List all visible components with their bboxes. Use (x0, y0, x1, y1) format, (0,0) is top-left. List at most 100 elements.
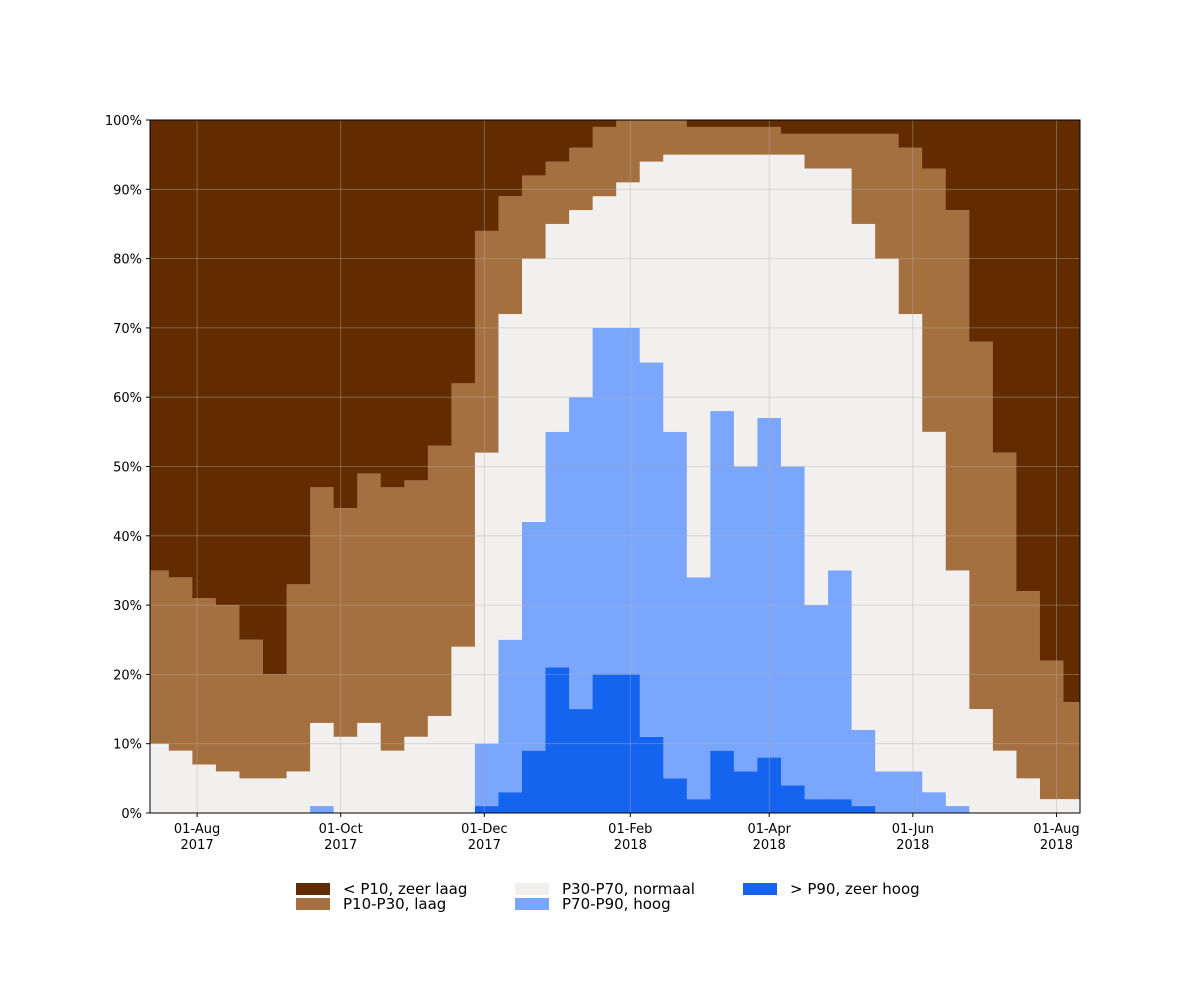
area-segment (150, 743, 170, 813)
area-segment (239, 639, 264, 779)
y-tick-label: 40% (113, 530, 142, 545)
area-segment (898, 314, 923, 772)
area-segment (451, 383, 476, 647)
area-segment (1016, 778, 1041, 813)
y-tick-label: 80% (113, 253, 142, 268)
area-segment (922, 168, 947, 432)
area-segment (474, 230, 499, 453)
y-tick-label: 0% (121, 807, 142, 822)
area-segment (310, 722, 335, 807)
area-segment (215, 771, 240, 813)
area-segment (1039, 120, 1065, 661)
area-segment (804, 133, 829, 169)
y-tick-label: 20% (113, 668, 142, 683)
area-segment (380, 120, 405, 488)
area-segment (663, 778, 688, 813)
area-segment (592, 120, 617, 127)
y-tick-label: 60% (113, 391, 142, 406)
area-segment (710, 126, 735, 155)
area-segment (639, 362, 664, 737)
area-segment (192, 598, 217, 765)
area-segment (451, 120, 476, 384)
area-segment (545, 431, 570, 668)
y-tick-label: 10% (113, 738, 142, 753)
area-segment (474, 452, 499, 744)
area-segment (616, 120, 641, 183)
area-segment (992, 120, 1017, 453)
legend-label: P70-P90, hoog (562, 895, 671, 913)
area-segment (686, 126, 711, 155)
area-segment (427, 445, 452, 716)
area-segment (898, 771, 923, 813)
area-segment (474, 120, 499, 231)
area-segment (522, 175, 547, 259)
area-segment (168, 577, 193, 751)
area-segment (569, 210, 594, 398)
area-segment (945, 120, 970, 211)
area-segment (733, 154, 758, 467)
area-segment (780, 785, 806, 813)
x-tick-label: 01-Feb 2018 (608, 822, 652, 853)
area-segment (592, 327, 617, 675)
area-segment (710, 120, 735, 127)
legend-label: P30-P70, normaal (562, 880, 695, 898)
area-segment (780, 466, 806, 786)
y-tick-label: 30% (113, 599, 142, 614)
area-segment (263, 674, 288, 779)
area-segment (780, 120, 806, 134)
area-segment (851, 729, 876, 807)
area-segment (710, 154, 735, 412)
area-segment (215, 605, 240, 772)
x-tick-label: 01-Aug 2017 (174, 822, 220, 853)
area-segment (451, 646, 476, 813)
area-segment (922, 431, 947, 793)
area-segment (875, 133, 900, 259)
area-segment (804, 120, 829, 134)
area-segment (875, 120, 900, 134)
area-segment (192, 120, 217, 599)
area-segment (1039, 660, 1065, 800)
legend-swatch (515, 898, 549, 910)
area-segment (710, 750, 735, 813)
area-segment (380, 487, 405, 751)
area-segment (780, 133, 806, 155)
y-tick-label: 100% (105, 114, 142, 129)
area-segment (828, 570, 853, 800)
area-segment (828, 799, 853, 813)
area-segment (780, 154, 806, 467)
area-segment (569, 397, 594, 710)
area-segment (1063, 702, 1081, 800)
area-segment (686, 120, 711, 127)
area-segment (592, 196, 617, 328)
area-segment (945, 210, 970, 571)
area-segment (357, 120, 382, 474)
area-segment (357, 722, 382, 813)
area-segment (851, 806, 876, 813)
x-tick-label: 01-Apr 2018 (747, 822, 791, 853)
area-segment (522, 258, 547, 522)
area-segment (875, 258, 900, 772)
x-tick-label: 01-Jun 2018 (892, 822, 934, 853)
area-segment (215, 120, 240, 606)
area-segment (286, 771, 311, 813)
area-segment (639, 120, 664, 162)
area-segment (592, 126, 617, 197)
area-segment (686, 577, 711, 800)
area-segment (969, 709, 994, 813)
area-segment (310, 806, 335, 813)
area-segment (616, 327, 641, 675)
area-segment (150, 120, 170, 571)
area-segment (828, 120, 853, 134)
area-segment (710, 411, 735, 751)
area-segment (1039, 799, 1065, 813)
area-segment (686, 154, 711, 578)
area-segment (333, 736, 358, 813)
area-segment (427, 715, 452, 813)
legend-label: P10-P30, laag (343, 895, 446, 913)
area-segment (239, 778, 264, 813)
area-segment (380, 750, 405, 813)
area-segment (804, 168, 829, 606)
area-segment (945, 570, 970, 807)
